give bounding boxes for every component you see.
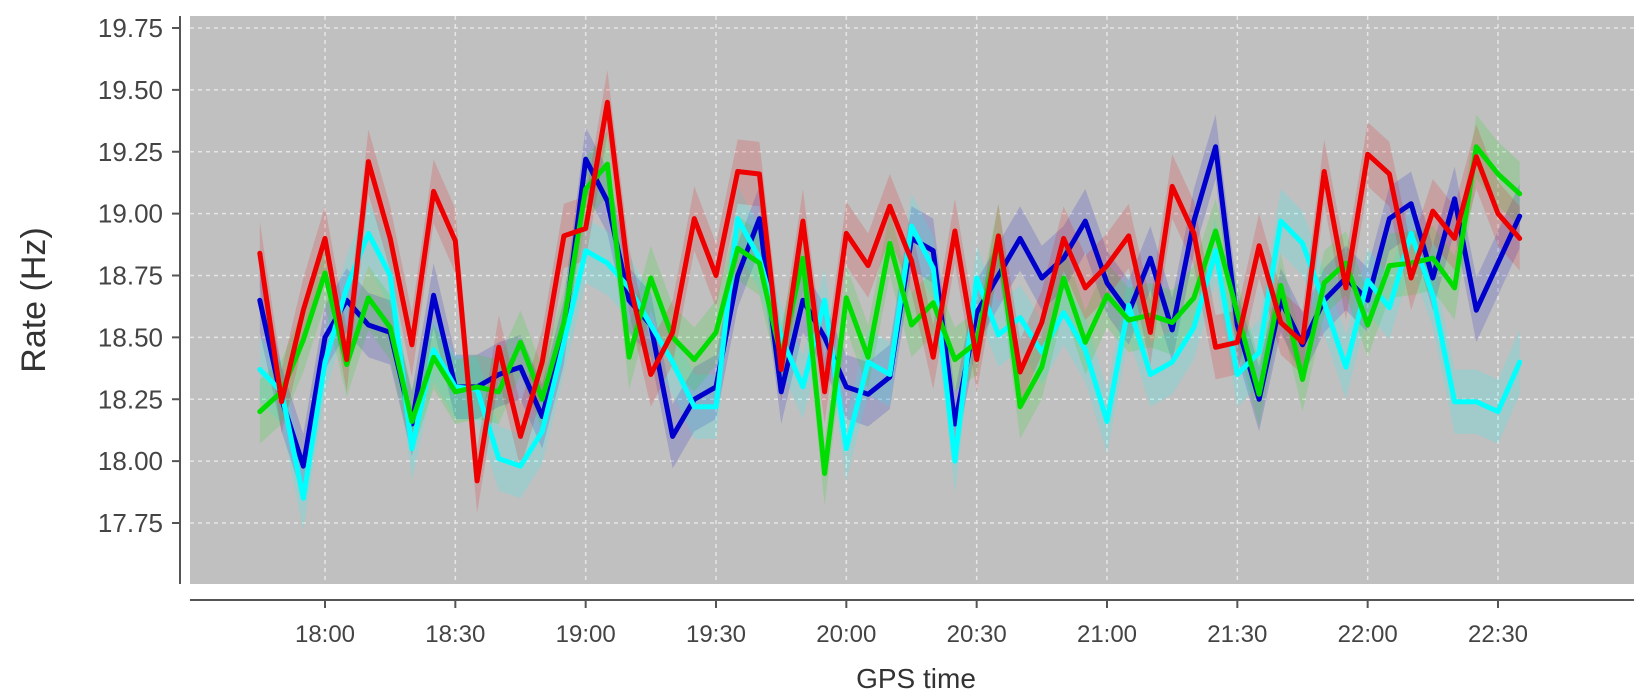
y-tick-label: 18.00 (98, 446, 163, 476)
y-tick-label: 18.75 (98, 261, 163, 291)
x-tick-label: 22:00 (1338, 621, 1398, 648)
y-tick-label: 17.75 (98, 508, 163, 538)
x-tick-label: 19:00 (556, 621, 616, 648)
x-axis-title: GPS time (856, 663, 976, 694)
y-tick-label: 19.25 (98, 137, 163, 167)
x-tick-label: 18:00 (295, 621, 355, 648)
x-tick-label: 21:30 (1207, 621, 1267, 648)
series-lines (257, 99, 1523, 501)
x-tick-label: 18:30 (425, 621, 485, 648)
x-tick-label: 19:30 (686, 621, 746, 648)
y-tick-label: 18.25 (98, 384, 163, 414)
y-axis-title: Rate (Hz) (15, 227, 53, 372)
y-tick-label: 19.75 (98, 13, 163, 43)
series-line-4 (257, 99, 1523, 484)
y-tick-label: 19.00 (98, 199, 163, 229)
x-tick-label: 22:30 (1468, 621, 1528, 648)
y-tick-label: 18.50 (98, 322, 163, 352)
x-tick-label: 20:00 (816, 621, 876, 648)
x-tick-label: 21:00 (1077, 621, 1137, 648)
x-axis-ticks: 18:00 18:30 19:00 19:30 20:00 20:30 21:00 21:30… (295, 600, 1528, 648)
y-axis-ticks: 17.75 18.00 18.25 18.50 18.75 19.00 19.25 19.50… (98, 13, 180, 538)
x-tick-label: 20:30 (947, 621, 1007, 648)
y-tick-label: 19.50 (98, 75, 163, 105)
series-band-1 (259, 114, 1520, 499)
